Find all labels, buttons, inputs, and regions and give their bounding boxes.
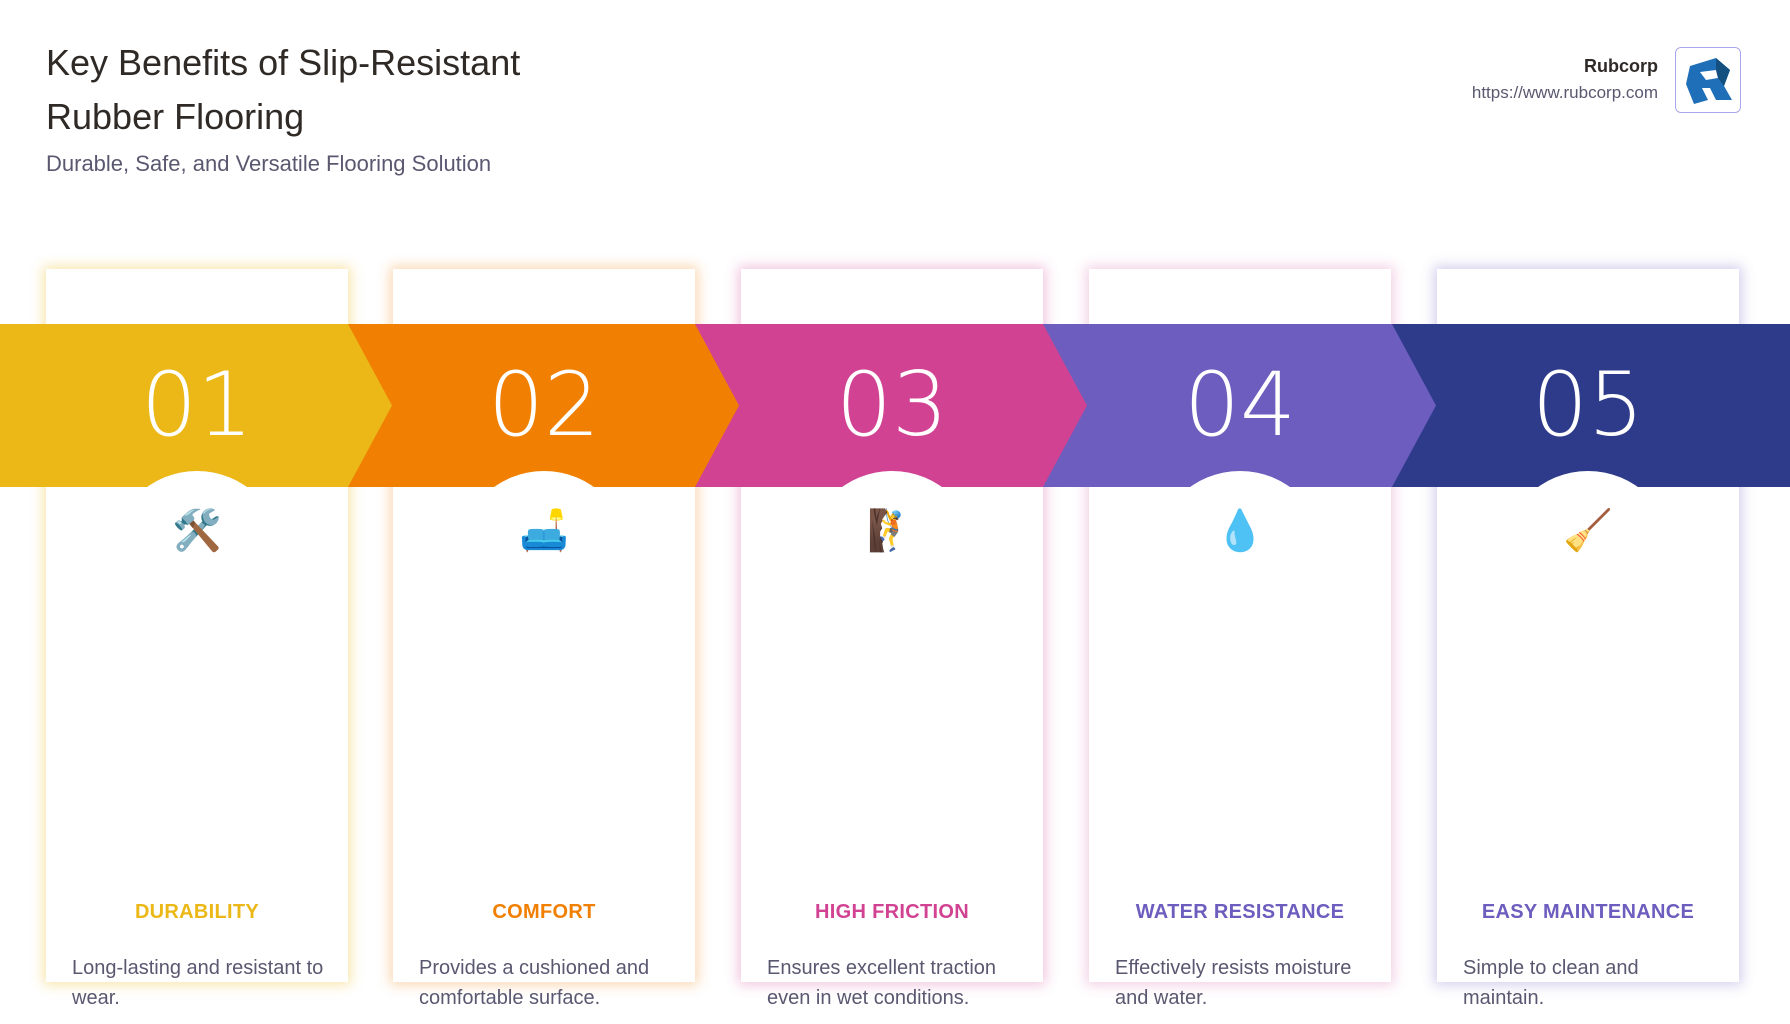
icon-circle: [458, 471, 630, 643]
benefit-heading: HIGH FRICTION: [815, 901, 969, 923]
step-arrow-segment: [1043, 324, 1436, 487]
benefit-description: Simple to clean and maintain.: [1463, 957, 1639, 1009]
step-arrow-segment: [0, 324, 392, 487]
brand-url[interactable]: https://www.rubcorp.com: [1471, 83, 1658, 102]
brand-block: Rubcorp https://www.rubcorp.com: [1472, 56, 1658, 103]
benefit-heading: WATER RESISTANCE: [1135, 901, 1345, 923]
icon-circle: [806, 471, 978, 643]
step-number: 02: [488, 353, 600, 456]
step-number: 03: [836, 353, 948, 456]
benefit-heading: DURABILITY: [134, 901, 260, 923]
benefit-heading: EASY MAINTENANCE: [1481, 901, 1695, 923]
benefit-heading: COMFORT: [492, 901, 596, 923]
broom-icon: 🧹: [1563, 509, 1613, 553]
page-subtitle: Durable, Safe, and Versatile Flooring So…: [46, 151, 492, 176]
benefit-description: Ensures excellent traction even in wet c…: [767, 957, 997, 1009]
couch-and-lamp-icon: 🛋️: [519, 509, 569, 553]
step-arrow-segment: [1392, 324, 1790, 487]
icon-circle: [111, 471, 283, 643]
step-arrow-segment: [695, 324, 1087, 487]
step-number: 04: [1184, 353, 1296, 456]
step-arrow-segment: [348, 324, 739, 487]
step-number: 05: [1532, 353, 1644, 456]
icon-circle: [1154, 471, 1326, 643]
rubcorp-logo: [1675, 47, 1741, 113]
hammer-and-wrench-icon: 🛠️: [172, 509, 222, 553]
page-title: Key Benefits of Slip-Resistant Rubber Fl…: [46, 42, 521, 137]
benefit-description: Long-lasting and resistant to wear.: [72, 957, 324, 1009]
step-number: 01: [141, 353, 253, 456]
benefit-description: Effectively resists moisture and water.: [1115, 957, 1352, 1009]
brand-name: Rubcorp: [1584, 56, 1658, 76]
icon-circle: [1502, 471, 1674, 643]
droplet-icon: 💧: [1215, 509, 1265, 553]
benefit-description: Provides a cushioned and comfortable sur…: [419, 957, 650, 1009]
person-climbing-icon: 🧗: [867, 509, 917, 553]
